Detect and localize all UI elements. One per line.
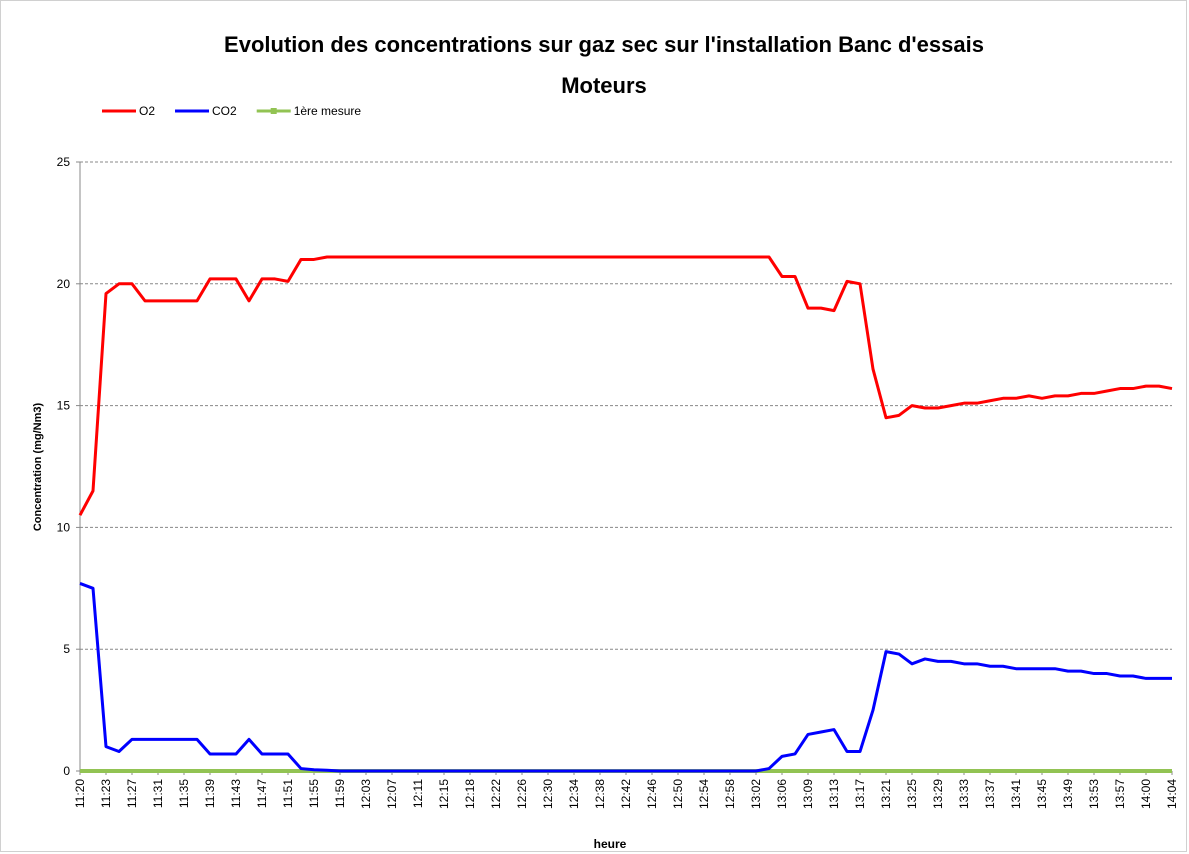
y-tick-label: 5 — [63, 642, 70, 656]
x-tick-label: 13:06 — [775, 779, 789, 809]
x-tick-label: 13:13 — [827, 779, 841, 809]
y-tick-label: 10 — [57, 520, 71, 534]
x-tick-label: 12:58 — [723, 779, 737, 809]
x-tick-label: 13:25 — [905, 779, 919, 809]
x-tick-label: 12:50 — [671, 779, 685, 809]
chart-title: Evolution des concentrations sur gaz sec… — [224, 32, 984, 57]
x-tick-label: 12:18 — [463, 779, 477, 809]
x-tick-label: 11:23 — [99, 779, 113, 808]
x-tick-label: 11:47 — [255, 779, 269, 808]
x-tick-label: 13:21 — [879, 779, 893, 809]
x-tick-label: 13:37 — [983, 779, 997, 809]
legend-label: 1ère mesure — [294, 104, 362, 118]
series-line — [79, 582, 1172, 773]
x-tick-label: 12:22 — [489, 779, 503, 809]
legend-label: CO2 — [212, 104, 237, 118]
x-tick-label: 13:49 — [1061, 779, 1075, 809]
x-tick-label: 11:55 — [307, 779, 321, 808]
x-tick-label: 12:07 — [385, 779, 399, 809]
chart-title: Moteurs — [561, 73, 647, 98]
x-tick-label: 11:51 — [281, 779, 295, 808]
x-tick-label: 13:57 — [1113, 779, 1127, 809]
x-tick-label: 12:03 — [359, 779, 373, 809]
legend-marker — [270, 108, 277, 114]
y-tick-label: 15 — [57, 399, 71, 413]
x-tick-label: 13:45 — [1035, 779, 1049, 809]
x-tick-label: 12:11 — [411, 779, 425, 808]
x-tick-label: 13:29 — [931, 779, 945, 809]
x-tick-label: 11:31 — [151, 779, 165, 808]
x-tick-label: 12:42 — [619, 779, 633, 809]
legend-label: O2 — [139, 104, 155, 118]
x-tick-label: 12:46 — [645, 779, 659, 809]
x-tick-label: 13:53 — [1087, 779, 1101, 809]
x-tick-label: 13:17 — [853, 779, 867, 809]
y-tick-label: 25 — [57, 155, 71, 169]
x-tick-label: 11:39 — [203, 779, 217, 808]
y-tick-label: 0 — [63, 764, 70, 778]
y-axis-label: Concentration (mg/Nm3) — [32, 402, 44, 531]
x-tick-label: 14:00 — [1139, 779, 1153, 809]
x-tick-label: 12:54 — [697, 779, 711, 809]
x-tick-label: 14:04 — [1165, 779, 1179, 809]
x-tick-label: 12:30 — [541, 779, 555, 809]
x-tick-label: 11:27 — [125, 779, 139, 808]
series-line — [78, 255, 1173, 516]
x-tick-label: 11:59 — [333, 779, 347, 808]
y-tick-label: 20 — [57, 277, 71, 291]
x-tick-label: 11:43 — [229, 779, 243, 808]
x-tick-label: 13:09 — [801, 779, 815, 809]
x-tick-label: 12:38 — [593, 779, 607, 809]
x-axis-label: heure — [594, 837, 627, 851]
x-tick-label: 13:41 — [1009, 779, 1023, 809]
x-tick-label: 13:33 — [957, 779, 971, 809]
x-tick-label: 13:02 — [749, 779, 763, 809]
x-tick-label: 12:34 — [567, 779, 581, 809]
x-tick-label: 11:20 — [73, 779, 87, 808]
x-tick-label: 11:35 — [177, 779, 191, 808]
x-tick-label: 12:26 — [515, 779, 529, 809]
x-tick-label: 12:15 — [437, 779, 451, 809]
